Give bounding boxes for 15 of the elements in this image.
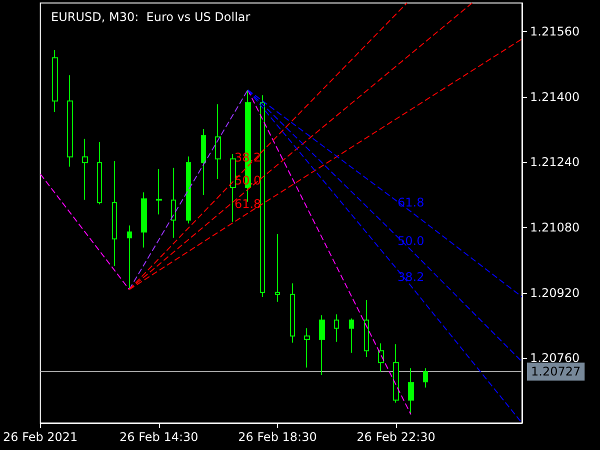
y-tick-label: 1.21240 bbox=[530, 155, 580, 170]
series-label: 50.0 bbox=[397, 234, 424, 248]
ref-line-label: 1.20727 bbox=[531, 364, 581, 379]
y-tick-label: 1.20920 bbox=[530, 286, 580, 300]
series-label: 61.8 bbox=[397, 196, 424, 210]
series-label: 38.2 bbox=[397, 270, 424, 284]
x-tick-label: 26 Feb 14:30 bbox=[120, 430, 198, 444]
x-tick-label: 26 Feb 2021 bbox=[3, 430, 78, 444]
y-tick-label: 1.21080 bbox=[530, 220, 580, 234]
y-tick-label: 1.21560 bbox=[530, 24, 580, 39]
text: EURUSD, M30: Euro vs US Dollar bbox=[51, 10, 250, 24]
y-tick-label: 1.20760 bbox=[530, 351, 580, 366]
x-tick-label: 26 Feb 18:30 bbox=[238, 430, 317, 444]
y-tick-label: 1.21400 bbox=[530, 90, 580, 104]
x-tick-label: 26 Feb 22:30 bbox=[356, 430, 436, 444]
